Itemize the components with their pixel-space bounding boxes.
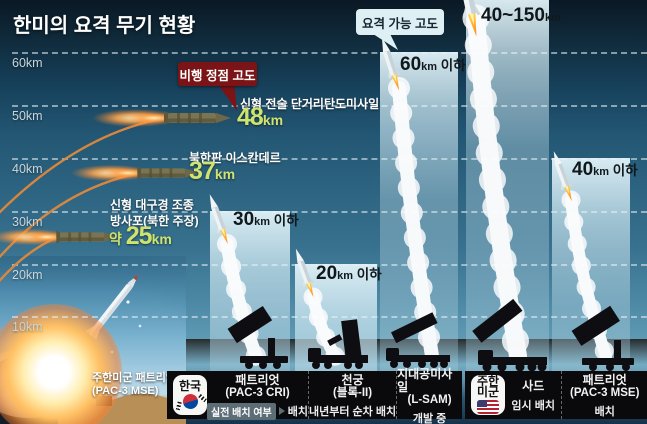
arrow-right-icon [278, 407, 285, 415]
gridline-40km [12, 158, 647, 160]
gridline-50km [12, 105, 647, 107]
axis-tick-60km: 60km [12, 56, 43, 70]
nk-missile-3-apex-value: 25 [125, 222, 153, 250]
bar-label-value: 40 [572, 159, 594, 180]
axis-tick-10km: 10km [12, 320, 43, 334]
nk-missile-mlrs [0, 228, 118, 246]
usfk-flag-box: 주한 미군 [471, 375, 505, 415]
legend-col-pac3-mse: 패트리엇 (PAC-3 MSE) 배치 [561, 371, 647, 419]
bar-label-qualifier: 이하 [609, 163, 638, 178]
system-name: 지대공미사일 [397, 366, 453, 394]
bar-pac3-cri [210, 211, 290, 372]
nk-missile-2-apex-unit: km [214, 166, 236, 182]
system-variant: (PAC-3 MSE) [569, 387, 640, 399]
nk-missile-srbm [92, 109, 231, 127]
photo-caption-line2: (PAC-3 MSE) [92, 385, 159, 397]
korea-flag-icon [180, 392, 200, 411]
deploy-question-box: 실전 배치 여부 [207, 402, 276, 420]
page-title: 한미의 요격 무기 현황 [13, 15, 196, 37]
bar-label-value: 40~150 [481, 5, 545, 26]
bar-label-cheongung: 20km 이하 [316, 263, 382, 285]
gridline-10km [12, 316, 647, 318]
system-variant: (L-SAM) [407, 393, 452, 406]
bar-label-lsam: 60km 이하 [400, 54, 466, 76]
legend-panel-usfk: 주한 미군 사드 임시 배치 패트리엇 (PAC-3 MSE) 배치 [465, 371, 647, 419]
system-status: 배치 [594, 406, 615, 418]
nk-missile-1-apex-unit: km [262, 112, 284, 128]
axis-tick-40km: 40km [12, 162, 43, 176]
system-name: 패트리엇 [235, 372, 280, 387]
bar-label-unit: km [254, 216, 271, 228]
gridline-60km [12, 52, 647, 54]
photo-caption: 주한미군 패트리엇 (PAC-3 MSE) [92, 372, 176, 398]
nk-missile-3-apex: 약 25km [109, 222, 172, 251]
system-status: 배치 [287, 406, 309, 418]
us-flag-icon [477, 400, 499, 414]
nk-missile-2-name: 북한판 이스칸데르 [189, 151, 281, 165]
status-row: 임시 배치 [511, 397, 555, 413]
status-row: 실전 배치 여부 배치 [207, 402, 309, 420]
axis-tick-30km: 30km [12, 215, 43, 229]
usfk-label-line2: 미군 [476, 385, 500, 399]
bar-label-qualifier: 이하 [353, 267, 382, 282]
bar-label-value: 60 [400, 54, 422, 75]
system-name: 사드 [522, 379, 545, 393]
bar-label-pac3-mse: 40km 이하 [572, 159, 638, 181]
system-name: 천궁 [341, 373, 364, 387]
axis-tick-20km: 20km [12, 268, 43, 282]
status-row: 배치 [595, 403, 615, 419]
axis-tick-50km: 50km [12, 109, 43, 123]
nk-missile-3-apex-unit: km [151, 231, 172, 247]
intercept-altitude-callout: 요격 가능 고도 [356, 9, 444, 35]
usfk-label-line1: 주한 [476, 374, 500, 388]
bar-label-unit: km [544, 12, 561, 24]
bar-label-qualifier: 이하 [270, 213, 299, 228]
bar-label-value: 30 [233, 209, 255, 230]
legend-col-pac3-cri: 패트리엇 (PAC-3 CRI) 실전 배치 여부 배치 [207, 371, 309, 420]
nk-missile-1-apex-value: 48 [237, 103, 264, 131]
system-name: 패트리엇 [582, 373, 627, 387]
nk-missile-iskander [71, 164, 199, 182]
apex-altitude-callout: 비행 정점 고도 [178, 62, 257, 86]
system-status: 임시 배치 [511, 400, 555, 412]
legend-col-thaad: 사드 임시 배치 [505, 371, 561, 419]
korea-flag-box: 한국 [173, 375, 207, 415]
nk-missile-2-apex-value: 37 [189, 157, 216, 185]
korea-label: 한국 [178, 379, 202, 393]
nk-missile-1-name: 신형 전술 단거리탄도미사일 [240, 97, 380, 111]
system-variant: (블록-II) [333, 387, 373, 399]
gridline-30km [12, 211, 647, 213]
status-row: 개발 중 [413, 410, 446, 424]
system-status: 개발 중 [412, 412, 447, 424]
system-status: 내년부터 순차 배치 [309, 406, 397, 418]
patriot-launch-photo [0, 256, 186, 424]
status-row: 내년부터 순차 배치 [309, 403, 396, 419]
bar-label-unit: km [337, 270, 354, 282]
system-variant: (PAC-3 CRI) [225, 386, 290, 399]
legend-col-cheongung: 천궁 (블록-II) 내년부터 순차 배치 [308, 371, 396, 419]
nk-missile-3-apex-prefix: 약 [109, 231, 126, 247]
bar-label-value: 20 [316, 263, 338, 284]
bar-label-qualifier: 이하 [437, 58, 466, 73]
gridline-20km [12, 264, 647, 266]
usfk-label: 주한 미군 [476, 374, 500, 399]
nk-missile-1-apex: 48km [237, 103, 283, 132]
photo-caption-line1: 주한미군 패트리엇 [92, 372, 177, 384]
bar-label-thaad: 40~150km [481, 5, 561, 27]
nk-missile-2-apex: 37km [189, 157, 235, 186]
bar-label-unit: km [421, 61, 438, 73]
nk-missile-3-name-line1: 신형 대구경 조종 [110, 198, 194, 212]
bar-label-pac3-cri: 30km 이하 [233, 209, 299, 231]
photo-launch-flame [0, 304, 122, 424]
legend-col-lsam: 지대공미사일 (L-SAM) 개발 중 [396, 366, 462, 424]
legend-panel-korea: 한국 패트리엇 (PAC-3 CRI) 실전 배치 여부 배치 천궁 (블록-I… [167, 366, 462, 424]
bar-label-unit: km [593, 166, 610, 178]
intercept-callout-tail [371, 33, 398, 50]
